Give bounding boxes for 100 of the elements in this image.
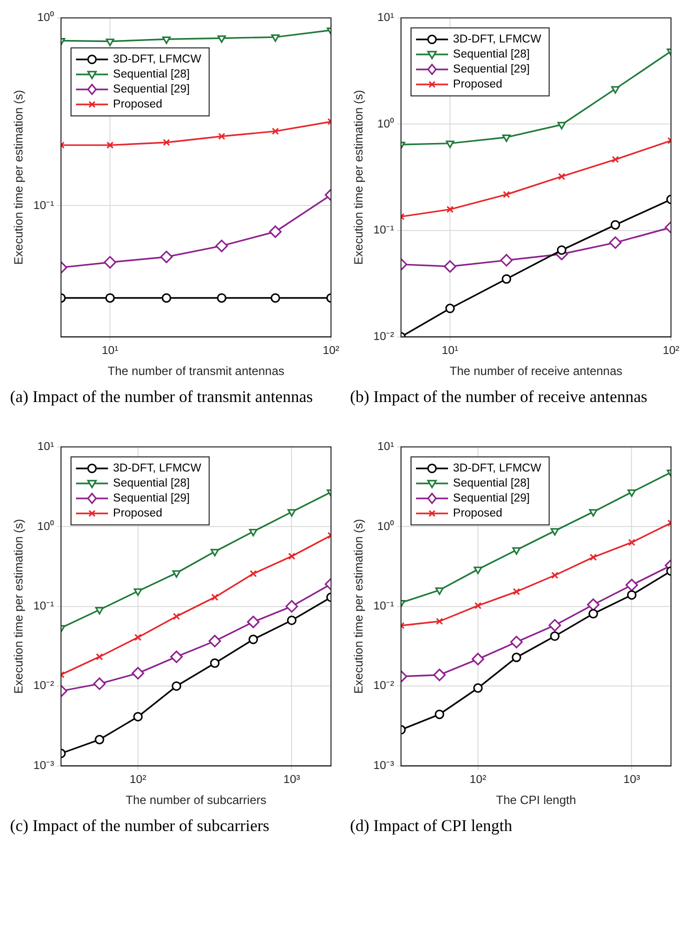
x-tick-label: 10²	[130, 774, 146, 786]
point	[162, 138, 170, 146]
point	[500, 254, 513, 266]
point	[216, 293, 226, 303]
point	[557, 122, 566, 130]
y-tick-label: 10⁻¹	[373, 224, 394, 237]
point	[285, 600, 298, 613]
point	[134, 588, 142, 596]
point	[270, 293, 280, 303]
point	[247, 616, 260, 628]
x-tick-label: 10¹	[442, 344, 459, 357]
y-tick-label: 10⁰	[37, 11, 54, 24]
point	[172, 612, 180, 620]
x-tick-label: 10²	[322, 344, 340, 357]
point	[502, 190, 510, 198]
point	[269, 225, 282, 238]
y-tick-label: 10⁻³	[373, 760, 394, 772]
point	[272, 128, 279, 135]
point	[133, 712, 143, 722]
legend-label: 3D-DFT, LFMCW	[453, 462, 542, 475]
y-tick-label: 10⁰	[377, 520, 394, 533]
y-tick-label: 10⁰	[377, 117, 394, 130]
point	[548, 619, 562, 632]
y-tick-label: 10⁻²	[373, 330, 394, 343]
x-tick-label: 10³	[623, 774, 640, 786]
point	[611, 86, 620, 94]
point	[218, 132, 226, 140]
y-tick-label: 10¹	[377, 12, 394, 24]
y-axis-title: Execution time per estimation (s)	[352, 90, 366, 265]
point	[550, 631, 560, 641]
point	[210, 658, 220, 668]
point	[93, 677, 106, 690]
y-axis-title: Execution time per estimation (s)	[12, 518, 26, 694]
point	[250, 570, 257, 578]
point	[96, 653, 104, 660]
point	[556, 245, 566, 255]
point	[271, 34, 280, 42]
point	[587, 598, 600, 611]
point	[474, 566, 482, 574]
text: (c) Impact of the number of subcarriers	[9, 815, 270, 836]
point	[512, 547, 521, 555]
point	[248, 634, 258, 644]
legend-label: 3D-DFT, LFMCW	[453, 34, 542, 46]
point	[502, 274, 512, 284]
point	[474, 602, 482, 610]
point	[626, 590, 636, 600]
point	[510, 636, 523, 648]
point	[625, 578, 638, 592]
x-axis-title: The CPI length	[496, 793, 576, 808]
point	[208, 634, 222, 648]
x-tick-label: 10¹	[102, 344, 119, 357]
text: (d) Impact of CPI length	[349, 815, 514, 836]
point	[162, 293, 172, 303]
text: (a) Impact of the number of transmit antennas	[9, 386, 314, 407]
point	[589, 509, 598, 517]
y-tick-label: 10⁻¹	[33, 200, 54, 212]
point	[434, 710, 444, 720]
legend-label: Proposed	[113, 508, 162, 520]
legend-label: Sequential [29]	[453, 64, 530, 76]
legend-label: Proposed	[113, 98, 162, 111]
legend-label: Sequential [29]	[453, 492, 530, 505]
legend-label: Sequential [29]	[113, 84, 190, 96]
point	[588, 608, 598, 618]
x-axis-title: The number of receive antennas	[450, 364, 622, 378]
point	[590, 554, 597, 561]
point	[160, 250, 173, 264]
point	[628, 489, 636, 497]
point	[472, 652, 484, 666]
x-axis-title: The number of transmit antennas	[108, 364, 284, 378]
legend-label: Sequential [28]	[453, 478, 530, 490]
point	[162, 36, 171, 44]
point	[612, 156, 619, 164]
y-tick-label: 10⁻¹	[33, 600, 54, 613]
point	[433, 668, 446, 682]
point	[172, 570, 181, 578]
point	[249, 528, 258, 536]
y-axis-title: Execution time per estimation (s)	[12, 90, 26, 265]
x-tick-label: 10³	[283, 774, 300, 786]
y-tick-label: 10¹	[377, 441, 394, 454]
point	[551, 572, 558, 579]
legend-label: Sequential [29]	[113, 492, 190, 505]
text: (b) Impact of the number of receive antennas	[349, 386, 648, 407]
legend-label: 3D-DFT, LFMCW	[113, 462, 202, 475]
point	[217, 35, 226, 43]
legend-label: Sequential [28]	[453, 48, 530, 61]
x-tick-label: 10²	[470, 774, 486, 786]
point	[170, 650, 183, 664]
point	[94, 734, 104, 744]
y-tick-label: 10⁻²	[33, 680, 54, 692]
point	[132, 666, 144, 680]
legend-label: Sequential [28]	[113, 68, 190, 81]
point	[288, 509, 296, 517]
point	[502, 134, 511, 142]
point	[95, 607, 104, 615]
point	[288, 552, 296, 560]
point	[550, 528, 560, 536]
point	[512, 588, 520, 596]
y-axis-title: Execution time per estimation (s)	[352, 518, 366, 694]
point	[210, 548, 220, 556]
point	[628, 538, 636, 546]
